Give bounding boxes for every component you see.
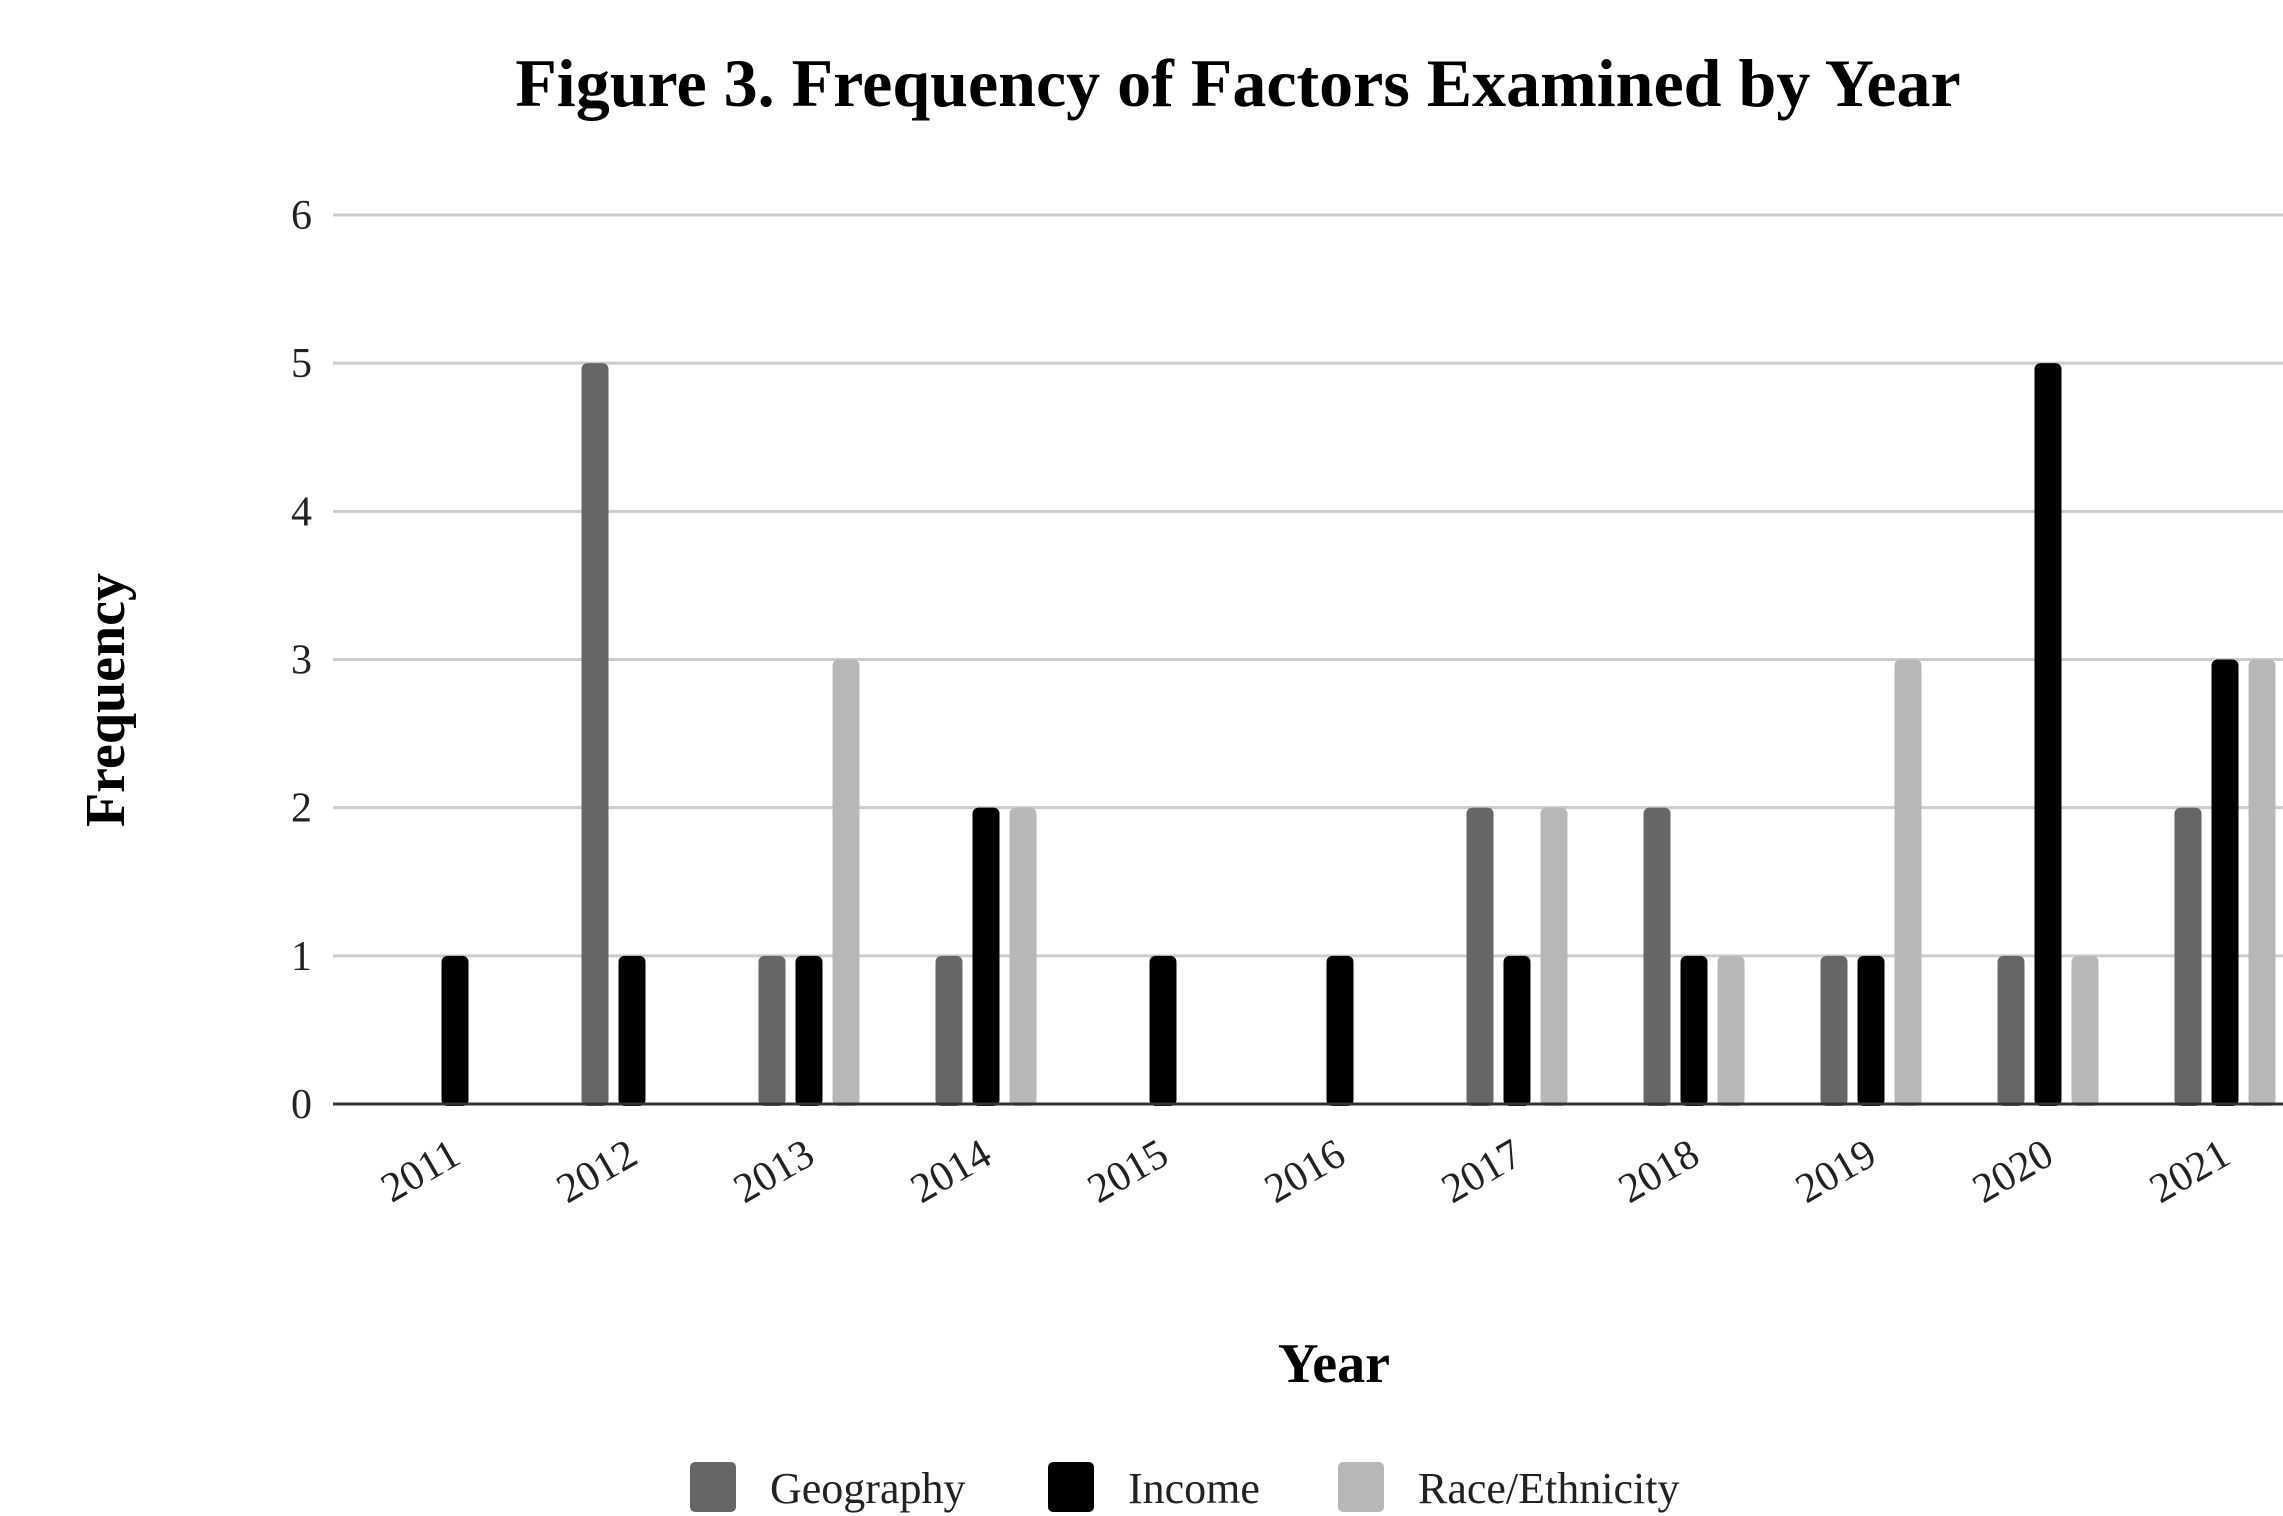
y-tick-label: 1 xyxy=(291,934,312,980)
bar-race-ethnicity-2013 xyxy=(832,659,860,1106)
y-tick-label: 2 xyxy=(291,786,312,832)
y-tick-label: 0 xyxy=(291,1082,312,1128)
bar-race-ethnicity-2014 xyxy=(1009,807,1037,1106)
legend-label: Income xyxy=(1128,1464,1260,1513)
bar-income-2013 xyxy=(795,955,823,1106)
bar-geography-2019 xyxy=(1820,955,1848,1106)
x-tick-label: 2015 xyxy=(1080,1131,1176,1213)
x-tick-label: 2021 xyxy=(2142,1131,2238,1213)
legend: Geography Income Race/Ethnicity xyxy=(690,1462,1679,1513)
bar-income-2020 xyxy=(2034,363,2062,1107)
bar-geography-2013 xyxy=(758,955,786,1106)
bar-income-2018 xyxy=(1680,955,1708,1106)
bar-income-2012 xyxy=(618,955,646,1106)
x-tick-label: 2017 xyxy=(1434,1131,1530,1213)
bar-income-2014 xyxy=(972,807,1000,1106)
x-tick-label: 2019 xyxy=(1788,1131,1884,1213)
legend-label: Race/Ethnicity xyxy=(1418,1464,1679,1513)
bar-race-ethnicity-2021 xyxy=(2248,659,2276,1106)
bar-geography-2018 xyxy=(1643,807,1671,1106)
y-tick-label: 3 xyxy=(291,638,312,684)
y-axis-title: Frequency xyxy=(75,573,137,827)
x-axis-title: Year xyxy=(1278,1333,1390,1395)
legend-swatch xyxy=(690,1462,736,1512)
legend-swatch xyxy=(1048,1462,1094,1512)
bar-income-2011 xyxy=(441,955,469,1106)
bar-income-2021 xyxy=(2211,659,2239,1106)
x-tick-label: 2016 xyxy=(1257,1131,1353,1213)
legend-label: Geography xyxy=(770,1464,966,1513)
bar-race-ethnicity-2020 xyxy=(2071,955,2099,1106)
bar-geography-2017 xyxy=(1466,807,1494,1106)
y-tick-label: 4 xyxy=(291,489,312,535)
bar-geography-2012 xyxy=(581,363,609,1107)
legend-swatch xyxy=(1338,1462,1384,1512)
y-tick-label: 6 xyxy=(291,193,312,239)
bar-geography-2014 xyxy=(935,955,963,1106)
x-tick-label: 2013 xyxy=(726,1131,822,1213)
x-tick-label: 2011 xyxy=(374,1131,468,1212)
gridlines xyxy=(333,213,2283,958)
bar-race-ethnicity-2017 xyxy=(1540,807,1568,1106)
y-axis-ticks: 0 1 2 3 4 5 6 xyxy=(291,193,312,1128)
x-tick-label: 2012 xyxy=(549,1131,645,1213)
x-axis-ticks: 2011 2012 2013 2014 2015 2016 2017 2018 2019 2020… xyxy=(374,1131,2238,1213)
chart-title: Figure 3. Frequency of Factors Examined … xyxy=(515,45,1960,121)
bar-geography-2020 xyxy=(1997,955,2025,1106)
bar-income-2016 xyxy=(1326,955,1354,1106)
x-tick-label: 2020 xyxy=(1965,1131,2061,1213)
bar-income-2015 xyxy=(1149,955,1177,1106)
bar-race-ethnicity-2019 xyxy=(1894,659,1922,1106)
bar-income-2017 xyxy=(1503,955,1531,1106)
y-tick-label: 5 xyxy=(291,341,312,387)
x-tick-label: 2014 xyxy=(903,1131,999,1213)
bars xyxy=(441,363,2276,1107)
x-tick-label: 2018 xyxy=(1611,1131,1707,1213)
bar-geography-2021 xyxy=(2174,807,2202,1106)
bar-race-ethnicity-2018 xyxy=(1717,955,1745,1106)
bar-income-2019 xyxy=(1857,955,1885,1106)
